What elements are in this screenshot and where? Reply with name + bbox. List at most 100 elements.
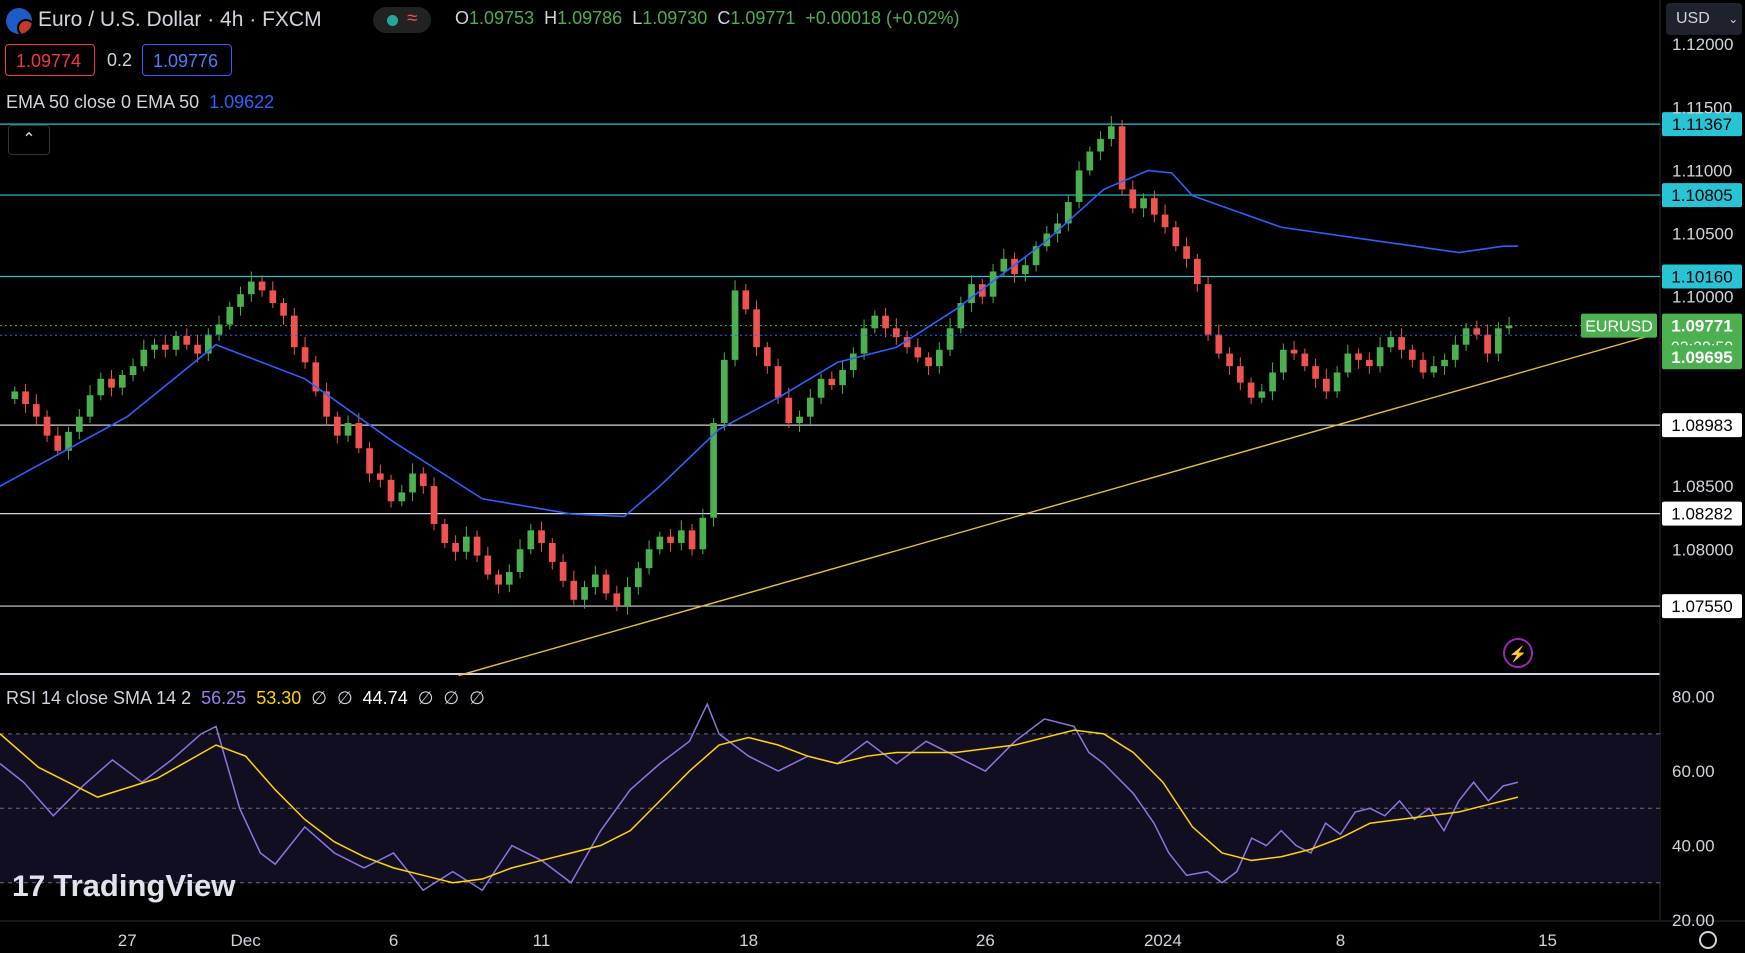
level-price-text: 1.07550 — [1671, 597, 1732, 616]
candle — [817, 378, 825, 398]
market-status-pill[interactable]: ≈ — [373, 7, 431, 33]
level-price-text: 1.10160 — [1671, 268, 1732, 287]
sell-button[interactable]: 1.09774 — [5, 44, 95, 76]
candle — [828, 378, 836, 386]
spread-value: 0.2 — [107, 50, 133, 70]
candle — [527, 530, 535, 550]
candle — [935, 349, 943, 367]
rsi-extra-value: 44.74 — [362, 688, 408, 708]
candle — [215, 324, 223, 335]
ema-price-text: 1.09695 — [1671, 348, 1732, 367]
collapse-legend-button[interactable]: ⌃ — [8, 125, 50, 155]
candle — [1484, 334, 1491, 354]
candle — [1301, 353, 1309, 367]
candle — [1172, 227, 1180, 247]
candle — [387, 479, 395, 502]
level-price-text: 1.08983 — [1671, 416, 1732, 435]
candle — [1215, 334, 1223, 354]
candle — [559, 561, 567, 581]
lightning-icon[interactable] — [1503, 638, 1533, 668]
wave-icon: ≈ — [407, 8, 418, 29]
candle — [269, 290, 277, 304]
candle — [129, 366, 137, 376]
rsi-tick-label: 40.00 — [1672, 837, 1715, 856]
candle — [280, 303, 287, 316]
candle — [645, 549, 653, 569]
candle — [1183, 246, 1190, 259]
candle — [409, 473, 416, 493]
candle — [11, 391, 19, 400]
currency-select[interactable]: USD ⌄ — [1666, 3, 1742, 35]
candle — [1107, 126, 1115, 139]
trendline — [458, 333, 1655, 677]
candle — [1355, 353, 1362, 360]
candle — [97, 378, 105, 396]
high-value: 1.09786 — [557, 8, 623, 28]
candle — [742, 290, 750, 310]
candle — [161, 344, 169, 350]
candle — [118, 375, 126, 388]
candle — [667, 536, 674, 543]
candle — [1054, 223, 1061, 234]
ema-legend-value: 1.09622 — [209, 92, 275, 112]
close-value: 1.09771 — [730, 8, 796, 28]
candle — [301, 347, 309, 363]
candle — [430, 486, 438, 525]
candle — [1011, 258, 1018, 274]
candle — [183, 335, 191, 345]
candle — [419, 473, 427, 487]
level-price-text: 1.11367 — [1672, 115, 1732, 134]
candle — [1419, 359, 1427, 373]
ema-legend[interactable]: EMA 50 close 0 EMA 50 1.09622 — [6, 92, 275, 112]
candle — [753, 309, 760, 348]
rsi-legend[interactable]: RSI 14 close SMA 14 2 56.25 53.30 ∅ ∅ 44… — [6, 688, 485, 708]
candle — [570, 580, 578, 600]
candle — [505, 571, 513, 585]
settings-gear-icon[interactable] — [1699, 931, 1717, 949]
price-tick-label: 1.10000 — [1672, 288, 1733, 307]
buy-button[interactable]: 1.09776 — [142, 44, 232, 76]
tradingview-watermark: 17 TradingView — [12, 868, 236, 903]
time-tick-label: 11 — [533, 931, 551, 950]
level-price-text: 1.08282 — [1671, 505, 1732, 524]
symbol-title[interactable]: Euro / U.S. Dollar · 4h · FXCM — [38, 8, 322, 31]
ohlc-readout: O1.09753 H1.09786 L1.09730 C1.09771 +0.0… — [455, 8, 960, 28]
lightning-glyph: ⚡ — [1509, 645, 1528, 663]
level-price-label — [1662, 413, 1742, 438]
candle — [957, 303, 965, 329]
candle — [86, 395, 94, 417]
candle — [602, 574, 610, 594]
candle — [849, 353, 857, 370]
candle — [978, 284, 986, 297]
candle — [204, 334, 212, 354]
candle — [1118, 126, 1126, 190]
open-value: 1.09753 — [469, 8, 535, 28]
price-tick-label: 1.12000 — [1672, 35, 1733, 54]
candle — [591, 574, 599, 588]
candle — [323, 391, 330, 417]
price-tick-label: 1.08000 — [1672, 540, 1733, 559]
candle — [1462, 328, 1470, 345]
candle — [613, 593, 621, 607]
candle — [1064, 202, 1072, 224]
candle — [54, 435, 62, 451]
candle — [806, 397, 814, 417]
chevron-down-icon: ⌄ — [1728, 12, 1739, 26]
ema-price-label — [1662, 345, 1742, 370]
candle — [538, 530, 545, 543]
candle — [839, 369, 846, 386]
candle — [1161, 214, 1169, 228]
time-tick-label: 15 — [1538, 931, 1557, 950]
candle — [495, 574, 502, 585]
level-price-label — [1662, 112, 1742, 137]
candle — [1376, 347, 1384, 367]
rsi-sma-line — [0, 729, 1519, 884]
time-tick-label: 8 — [1336, 931, 1345, 950]
change-value: +0.00018 (+0.02%) — [805, 8, 960, 28]
symbol-flag-icon — [6, 8, 32, 34]
candle — [989, 271, 997, 297]
candle — [1247, 382, 1255, 398]
candle — [1269, 372, 1276, 392]
candle — [172, 335, 180, 350]
